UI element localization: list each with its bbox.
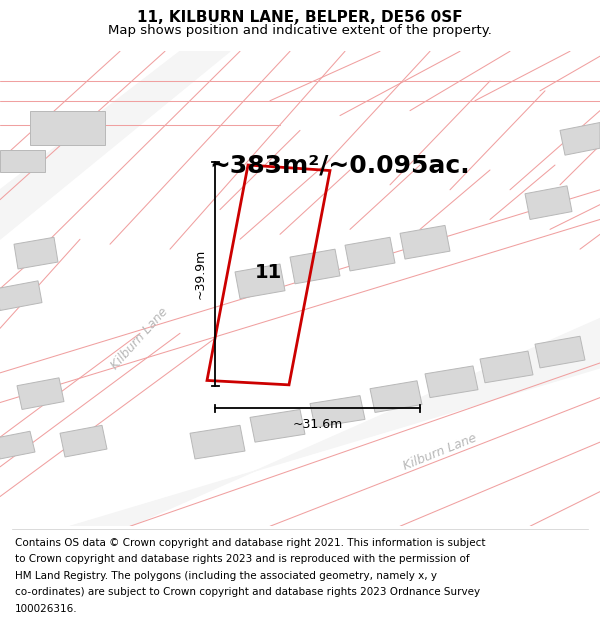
Text: 100026316.: 100026316. [15,604,77,614]
Polygon shape [250,409,305,442]
Polygon shape [310,396,365,428]
Polygon shape [290,249,340,284]
Text: to Crown copyright and database rights 2023 and is reproduced with the permissio: to Crown copyright and database rights 2… [15,554,470,564]
Polygon shape [30,111,105,145]
Polygon shape [235,264,285,299]
Polygon shape [17,378,64,409]
Polygon shape [400,226,450,259]
Polygon shape [0,281,42,311]
Polygon shape [525,186,572,219]
Text: 11: 11 [254,262,281,282]
Polygon shape [560,122,600,155]
Polygon shape [70,318,600,526]
Polygon shape [0,150,45,172]
Polygon shape [480,351,533,382]
Text: ~39.9m: ~39.9m [194,249,207,299]
Text: Kilburn Lane: Kilburn Lane [401,431,479,473]
Polygon shape [535,336,585,368]
Text: ~383m²/~0.095ac.: ~383m²/~0.095ac. [209,153,470,177]
Text: Kilburn Lane: Kilburn Lane [109,305,171,372]
Text: 11, KILBURN LANE, BELPER, DE56 0SF: 11, KILBURN LANE, BELPER, DE56 0SF [137,10,463,25]
Polygon shape [0,431,35,459]
Polygon shape [345,238,395,271]
Text: Map shows position and indicative extent of the property.: Map shows position and indicative extent… [108,24,492,37]
Polygon shape [425,366,478,398]
Text: co-ordinates) are subject to Crown copyright and database rights 2023 Ordnance S: co-ordinates) are subject to Crown copyr… [15,588,480,598]
Text: ~31.6m: ~31.6m [292,418,343,431]
Polygon shape [14,238,58,269]
Polygon shape [370,381,422,412]
Text: HM Land Registry. The polygons (including the associated geometry, namely x, y: HM Land Registry. The polygons (includin… [15,571,437,581]
Polygon shape [0,51,230,239]
Polygon shape [60,425,107,457]
Polygon shape [190,425,245,459]
Text: Contains OS data © Crown copyright and database right 2021. This information is : Contains OS data © Crown copyright and d… [15,538,485,548]
